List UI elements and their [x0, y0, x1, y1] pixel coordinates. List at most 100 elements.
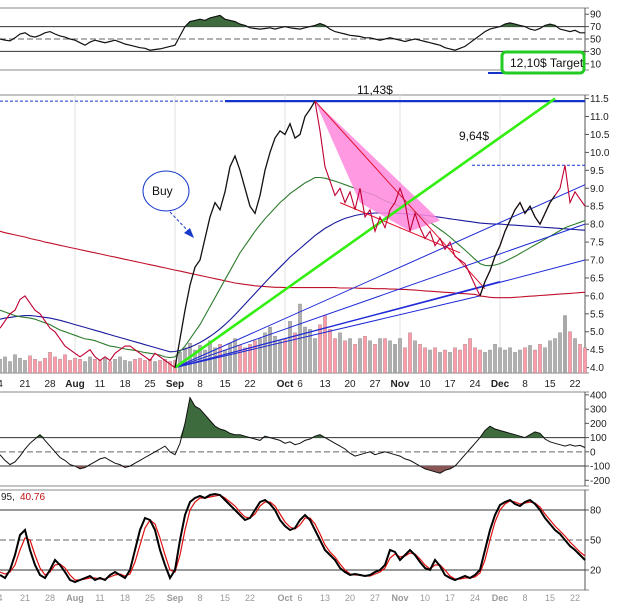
cci-panel: -200 -100 0 100 200 300 400: [0, 390, 610, 487]
y-tick-label: 10.0: [590, 148, 610, 159]
x-tick-label: 6: [297, 379, 303, 390]
volume-bar: [318, 324, 322, 374]
volume-bar: [543, 347, 547, 374]
rsi-line: [0, 14, 585, 51]
volume-bar: [208, 340, 212, 374]
stoch-x-tick-label: 6: [297, 593, 302, 603]
volume-bar: [163, 359, 167, 374]
y-tick-label: 11.5: [590, 94, 609, 105]
volume-bar: [403, 347, 407, 374]
volume-bar: [353, 344, 357, 374]
volume-bar: [483, 352, 487, 374]
stoch-x-tick-label: Dec: [492, 593, 509, 603]
price-line-early: [0, 295, 176, 369]
volume-bar: [428, 349, 432, 374]
y-tick-label: -100: [590, 462, 610, 473]
green-trend-line: [174, 97, 556, 369]
stoch-x-tick-label: 15: [220, 593, 230, 603]
stoch-x-tick-label: 8: [522, 593, 527, 603]
volume-bar: [568, 331, 572, 374]
volume-bar: [273, 336, 277, 374]
stoch-x-tick-label: 28: [45, 593, 55, 603]
stoch-x-tick-label: Nov: [391, 593, 408, 603]
volume-bar: [113, 359, 117, 374]
volume-bar: [383, 338, 387, 374]
volume-bar: [233, 338, 237, 374]
volume-bar: [148, 359, 152, 374]
y-tick-label: 4.0: [590, 363, 604, 374]
volume-bar: [73, 357, 77, 374]
volume-bar: [538, 344, 542, 374]
stoch-x-tick-label: 20: [345, 593, 355, 603]
volume-bar: [368, 340, 372, 374]
y-tick-label: 9.5: [590, 166, 604, 177]
x-tick-label: Aug: [65, 379, 84, 390]
annotations-layer: 11,43$ 9,64$ 12,10$ Target Buy 95, 40.76: [1, 50, 586, 503]
volume-bar: [393, 344, 397, 374]
peak-price-label: 11,43$: [357, 83, 393, 97]
volume-bar: [378, 338, 382, 374]
y-tick-label: 70: [590, 22, 602, 33]
volume-bar: [138, 357, 142, 374]
x-tick-label: Sep: [166, 379, 184, 390]
volume-bar: [88, 356, 92, 374]
volume-bar: [563, 315, 567, 374]
x-tick-label: 15: [544, 379, 556, 390]
volume-bar: [583, 347, 587, 374]
y-tick-label: 5.0: [590, 327, 604, 338]
volume-bar: [38, 361, 42, 374]
stoch-x-tick-label: Aug: [66, 593, 84, 603]
y-tick-label: 7.5: [590, 238, 604, 249]
x-tick-label: 17: [444, 379, 456, 390]
price-line-rally: [174, 100, 316, 368]
volume-bar: [578, 344, 582, 374]
fan-line: [174, 223, 586, 369]
fan-line: [174, 184, 586, 369]
volume-bar: [438, 352, 442, 374]
volume-bar: [558, 332, 562, 374]
y-tick-label: 50: [590, 536, 602, 547]
cci-oversold-fill: [0, 466, 585, 474]
x-tick-label: 22: [244, 379, 256, 390]
y-tick-label: 11.0: [590, 112, 609, 123]
volume-bar: [503, 349, 507, 374]
volume-bar: [498, 347, 502, 374]
volume-bar: [283, 338, 287, 374]
stochastic-panel: 20 50 80 4 21 28 Aug 11 18 25 Sep 8 15 22 Oct 6 13 20 27 No…: [0, 489, 602, 603]
x-tick-label: 18: [119, 379, 131, 390]
volume-bar: [213, 347, 217, 374]
volume-bar: [168, 361, 172, 374]
volume-bar: [128, 361, 132, 374]
volume-bar: [348, 338, 352, 374]
volume-bar: [443, 349, 447, 374]
volume-bar: [388, 340, 392, 374]
x-tick-label: 8: [522, 379, 528, 390]
ma-mid-line: [0, 212, 586, 353]
volume-bar: [358, 338, 362, 374]
stoch-x-tick-label: Sep: [167, 593, 184, 603]
stoch-x-tick-label: 22: [245, 593, 255, 603]
target-label: 12,10$ Target: [510, 56, 584, 70]
x-tick-label: Dec: [491, 379, 510, 390]
volume-bar: [153, 361, 157, 374]
price-line-december: [479, 195, 556, 297]
stoch-k-line: [0, 492, 586, 584]
stoch-x-tick-label: 27: [370, 593, 380, 603]
buy-arrow-head: [184, 228, 194, 238]
stoch-x-tick-label: 15: [545, 593, 555, 603]
volume-bar: [423, 347, 427, 374]
volume-bar: [433, 347, 437, 374]
volume-bar: [263, 332, 267, 374]
stoch-x-tick-label: 25: [145, 593, 155, 603]
y-tick-label: 9.0: [590, 184, 604, 195]
volume-bar: [328, 329, 332, 374]
volume-bar: [288, 321, 292, 374]
stoch-x-tick-label: 10: [420, 593, 430, 603]
volume-bar: [108, 361, 112, 374]
stoch-x-tick-label: Oct: [277, 593, 292, 603]
fan-line: [174, 281, 501, 369]
x-tick-label: 25: [144, 379, 156, 390]
cci-line: [0, 396, 586, 474]
volume-bar: [248, 344, 252, 374]
volume-bar: [333, 338, 337, 374]
